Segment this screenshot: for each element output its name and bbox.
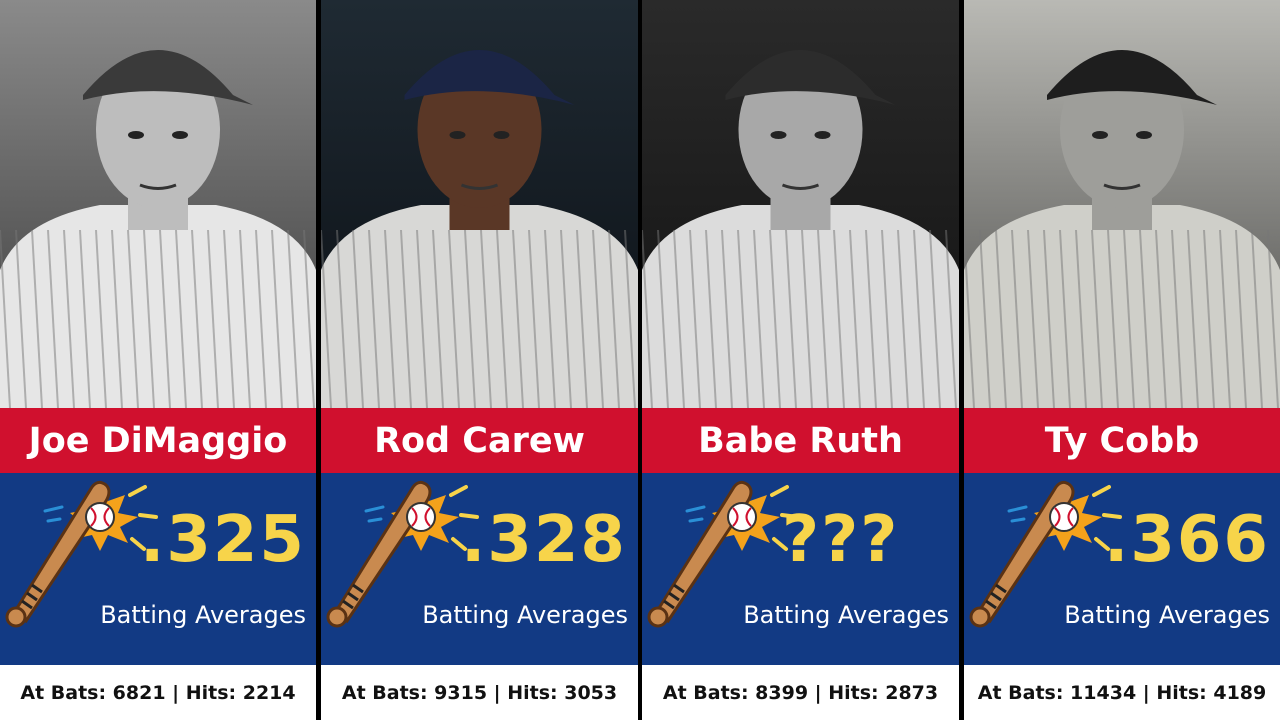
player-photo bbox=[642, 0, 959, 408]
bat-icon bbox=[5, 480, 158, 628]
player-card: Ty Cobb .366 Batting Averages At Bats: 114… bbox=[964, 0, 1280, 720]
stat-label: Batting Averages bbox=[1064, 601, 1270, 629]
bat-icon bbox=[326, 480, 479, 628]
player-name: Rod Carew bbox=[321, 408, 638, 473]
career-stats: At Bats: 6821 | Hits: 2214 bbox=[0, 665, 316, 720]
player-photo bbox=[964, 0, 1280, 408]
photo-frame bbox=[642, 0, 959, 408]
photo-frame bbox=[0, 0, 316, 408]
stat-label: Batting Averages bbox=[100, 601, 306, 629]
player-name: Babe Ruth bbox=[642, 408, 959, 473]
player-card: Joe DiMaggio .325 Batting Averages At Bats… bbox=[0, 0, 316, 720]
photo-frame bbox=[321, 0, 638, 408]
stat-panel: .325 Batting Averages bbox=[0, 473, 316, 665]
player-name: Joe DiMaggio bbox=[0, 408, 316, 473]
bat-icon bbox=[647, 480, 800, 628]
batting-average: .325 bbox=[140, 503, 306, 577]
bat-icon bbox=[969, 480, 1122, 628]
player-card: Rod Carew .328 Batting Averages At Bats: 9… bbox=[321, 0, 638, 720]
player-card: Babe Ruth ??? Batting Averages At Bats: 83… bbox=[642, 0, 959, 720]
batting-average: ??? bbox=[782, 503, 900, 577]
career-stats: At Bats: 9315 | Hits: 3053 bbox=[321, 665, 638, 720]
player-name: Ty Cobb bbox=[964, 408, 1280, 473]
player-photo bbox=[0, 0, 316, 408]
stat-panel: ??? Batting Averages bbox=[642, 473, 959, 665]
career-stats: At Bats: 11434 | Hits: 4189 bbox=[964, 665, 1280, 720]
stat-label: Batting Averages bbox=[743, 601, 949, 629]
photo-frame bbox=[964, 0, 1280, 408]
career-stats: At Bats: 8399 | Hits: 2873 bbox=[642, 665, 959, 720]
stat-panel: .366 Batting Averages bbox=[964, 473, 1280, 665]
batting-average: .366 bbox=[1104, 503, 1270, 577]
player-photo bbox=[321, 0, 638, 408]
batting-average: .328 bbox=[461, 503, 627, 577]
stat-label: Batting Averages bbox=[422, 601, 628, 629]
stat-panel: .328 Batting Averages bbox=[321, 473, 638, 665]
